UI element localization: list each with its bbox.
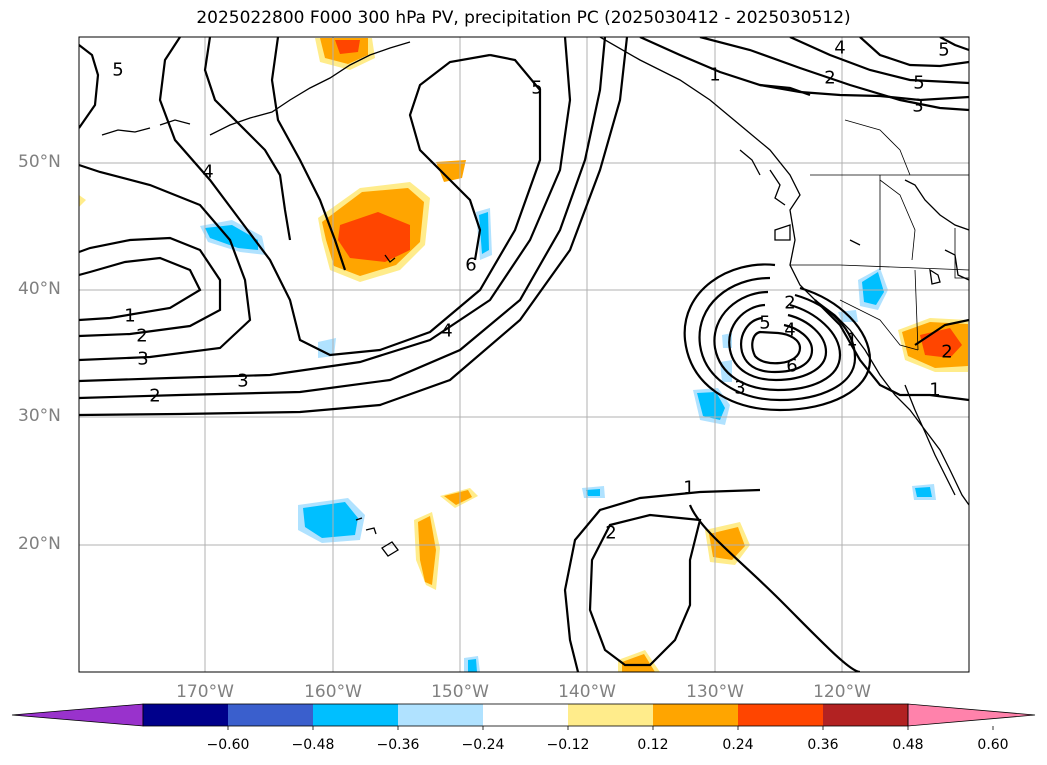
colorbar-tick-label: −0.48 xyxy=(291,737,335,753)
colorbar-segment xyxy=(313,704,398,726)
lat-label-50n: 50°N xyxy=(18,152,61,172)
colorbar-tick-label: 0.12 xyxy=(637,737,669,753)
precip-shading xyxy=(79,38,968,672)
lon-label-160w: 160°W xyxy=(304,682,362,702)
contour-label: 2 xyxy=(824,68,835,89)
colorbar-segment xyxy=(568,704,653,726)
contour-label: 3 xyxy=(237,371,248,392)
colorbar-tick-label: −0.24 xyxy=(461,737,505,753)
colorbar-tick-label: −0.12 xyxy=(546,737,590,753)
contour-label: 5 xyxy=(759,313,770,334)
colorbar-segment xyxy=(228,704,313,726)
colorbar-segment xyxy=(653,704,738,726)
contour-label: 5 xyxy=(913,73,924,94)
contour-label: 3 xyxy=(912,96,923,117)
lon-label-130w: 130°W xyxy=(686,682,744,702)
colorbar-tick-label: 0.24 xyxy=(722,737,754,753)
lon-label-120w: 120°W xyxy=(813,682,871,702)
contour-label: 4 xyxy=(834,38,845,59)
contour-label: 1 xyxy=(929,380,940,401)
contour-label: 6 xyxy=(786,356,797,377)
coastlines xyxy=(101,37,969,557)
contour-label: 4 xyxy=(441,321,452,342)
contour-label: 2 xyxy=(605,523,616,544)
colorbar-segment xyxy=(143,704,228,726)
contour-label: 2 xyxy=(784,293,795,314)
pv-contours xyxy=(79,37,969,672)
contour-label: 2 xyxy=(941,342,952,363)
colorbar-segment xyxy=(398,704,483,726)
lon-label-150w: 150°W xyxy=(431,682,489,702)
contour-label: 1 xyxy=(124,306,135,327)
contour-label: 5 xyxy=(112,60,123,81)
contour-label: 5 xyxy=(531,78,542,99)
political-borders xyxy=(790,119,969,351)
colorbar-frame xyxy=(142,703,909,727)
colorbar xyxy=(11,703,1036,730)
contour-label: 1 xyxy=(683,478,694,499)
colorbar-segment xyxy=(483,704,568,726)
lat-label-30n: 30°N xyxy=(18,406,61,426)
map-title: 2025022800 F000 300 hPa PV, precipitatio… xyxy=(196,8,851,28)
plot-area xyxy=(79,37,969,672)
lon-label-170w: 170°W xyxy=(176,682,234,702)
contour-label: 1 xyxy=(709,65,720,86)
contour-label: 6 xyxy=(465,255,476,276)
colorbar-tick-label: 0.48 xyxy=(892,737,924,753)
colorbar-tick-label: −0.36 xyxy=(376,737,420,753)
contour-label: 4 xyxy=(784,320,795,341)
lon-label-140w: 140°W xyxy=(558,682,616,702)
colorbar-tick-label: −0.60 xyxy=(206,737,250,753)
contour-label: 1 xyxy=(846,330,857,351)
colorbar-tick-label: 0.60 xyxy=(977,737,1009,753)
colorbar-segment xyxy=(823,704,908,726)
colorbar-extend-high xyxy=(907,703,1036,727)
lat-label-40n: 40°N xyxy=(18,279,61,299)
contour-label: 5 xyxy=(938,40,949,61)
lat-label-20n: 20°N xyxy=(18,534,61,554)
colorbar-tick-label: 0.36 xyxy=(807,737,839,753)
map-frame xyxy=(78,36,970,673)
colorbar-segment xyxy=(738,704,823,726)
contour-label: 2 xyxy=(149,386,160,407)
contour-label: 3 xyxy=(137,349,148,370)
colorbar-extend-low xyxy=(11,703,144,727)
contour-label: 3 xyxy=(734,378,745,399)
contour-label: 4 xyxy=(202,162,213,183)
contour-label: 2 xyxy=(136,326,147,347)
